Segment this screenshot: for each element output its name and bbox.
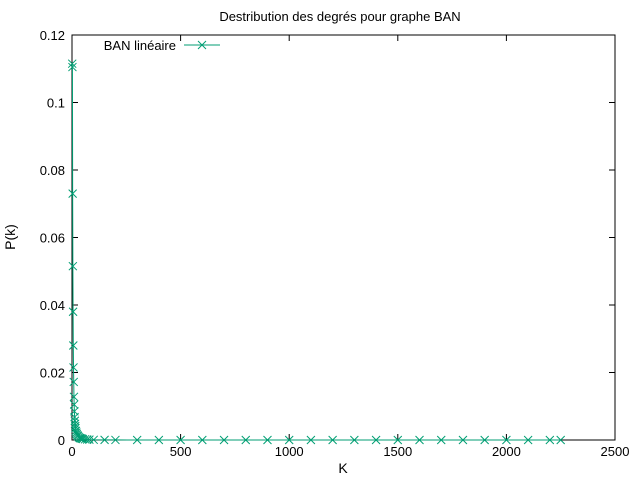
data-point-marker: [77, 434, 87, 444]
plot-frame: [71, 34, 616, 441]
data-point-marker: [69, 392, 79, 402]
y-tick-label: 0.04: [40, 298, 65, 313]
data-point-marker: [67, 59, 77, 69]
data-point-marker: [85, 435, 94, 445]
data-point-marker: [111, 435, 120, 445]
data-point-marker: [82, 435, 92, 444]
data-point-marker: [393, 435, 403, 445]
data-point-marker: [241, 435, 251, 445]
data-point-marker: [371, 435, 381, 445]
data-point-marker: [68, 341, 78, 350]
y-axis-label: P(k): [2, 224, 18, 250]
x-tick-label: 2000: [492, 444, 521, 459]
data-point-marker: [100, 435, 109, 445]
data-point-marker: [480, 435, 490, 445]
y-tick-label: 0.06: [40, 231, 65, 246]
data-point-marker: [132, 435, 142, 445]
data-point-marker: [263, 435, 272, 445]
x-tick-label: 2500: [601, 444, 630, 459]
data-point-marker: [350, 435, 359, 445]
data-point-marker: [219, 435, 229, 445]
data-point-marker: [458, 435, 468, 445]
data-point-marker: [436, 435, 446, 445]
data-point-marker: [69, 363, 78, 372]
data-point-marker: [197, 435, 207, 445]
y-tick-label: 0.12: [40, 28, 65, 43]
data-point-marker: [89, 435, 99, 445]
y-tick-label: 0.08: [40, 163, 65, 178]
data-point-marker: [68, 62, 77, 72]
plot-area: [71, 34, 616, 441]
data-point-marker: [176, 435, 185, 445]
data-point-marker: [154, 435, 164, 445]
data-point-marker: [70, 412, 79, 422]
x-tick-label: 1000: [275, 444, 304, 459]
y-axis: 0 0.02 0.04 0.06 0.08 0.1 0.12: [40, 28, 615, 448]
x-tick-label: 500: [170, 444, 192, 459]
data-point-marker: [68, 189, 78, 198]
legend-label: BAN linéaire: [104, 38, 176, 53]
chart-title: Destribution des degrés pour graphe BAN: [219, 9, 460, 24]
data-point-marker: [284, 435, 294, 445]
data-point-marker: [502, 435, 511, 445]
data-point-marker: [415, 435, 424, 445]
series-line: [71, 63, 561, 441]
legend: BAN linéaire: [104, 38, 220, 53]
x-tick-label: 1500: [383, 444, 412, 459]
data-point-marker: [556, 435, 566, 445]
series-layer: [67, 59, 566, 445]
data-point-marker: [328, 435, 337, 445]
y-tick-label: 0.1: [47, 96, 65, 111]
legend-marker: [197, 40, 207, 50]
data-point-marker: [545, 435, 555, 445]
data-point-marker: [69, 377, 79, 387]
y-tick-label: 0: [58, 433, 65, 448]
data-point-marker: [523, 435, 533, 445]
data-point-marker: [68, 307, 78, 317]
x-axis-label: K: [338, 460, 348, 476]
y-tick-label: 0.02: [40, 366, 65, 381]
data-point-marker: [68, 261, 78, 271]
x-axis: 0 500 1000 1500 2000 2500: [68, 35, 629, 459]
x-tick-label: 0: [68, 444, 75, 459]
data-point-marker: [69, 400, 79, 409]
data-point-marker: [306, 435, 316, 445]
